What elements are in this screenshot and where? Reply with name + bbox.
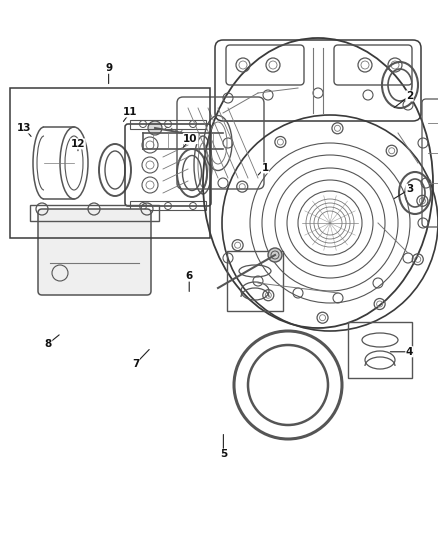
Text: 5: 5 (220, 449, 227, 459)
Circle shape (148, 121, 162, 135)
Text: 13: 13 (17, 123, 32, 133)
Text: 11: 11 (123, 107, 138, 117)
Text: 7: 7 (132, 359, 139, 368)
Text: 1: 1 (261, 163, 268, 173)
Bar (130, 120, 206, 129)
Text: 10: 10 (183, 134, 198, 143)
Text: 12: 12 (71, 139, 85, 149)
FancyBboxPatch shape (38, 209, 151, 295)
Circle shape (268, 248, 282, 262)
Text: 3: 3 (406, 184, 413, 194)
Text: 8: 8 (45, 339, 52, 349)
Text: 9: 9 (105, 63, 112, 73)
Bar (30, 205, 159, 221)
Bar (130, 201, 206, 210)
Bar (10, 88, 210, 238)
Bar (348, 322, 412, 378)
Text: 4: 4 (406, 347, 413, 357)
Text: 6: 6 (186, 271, 193, 281)
Bar (227, 251, 283, 311)
Text: 2: 2 (406, 91, 413, 101)
